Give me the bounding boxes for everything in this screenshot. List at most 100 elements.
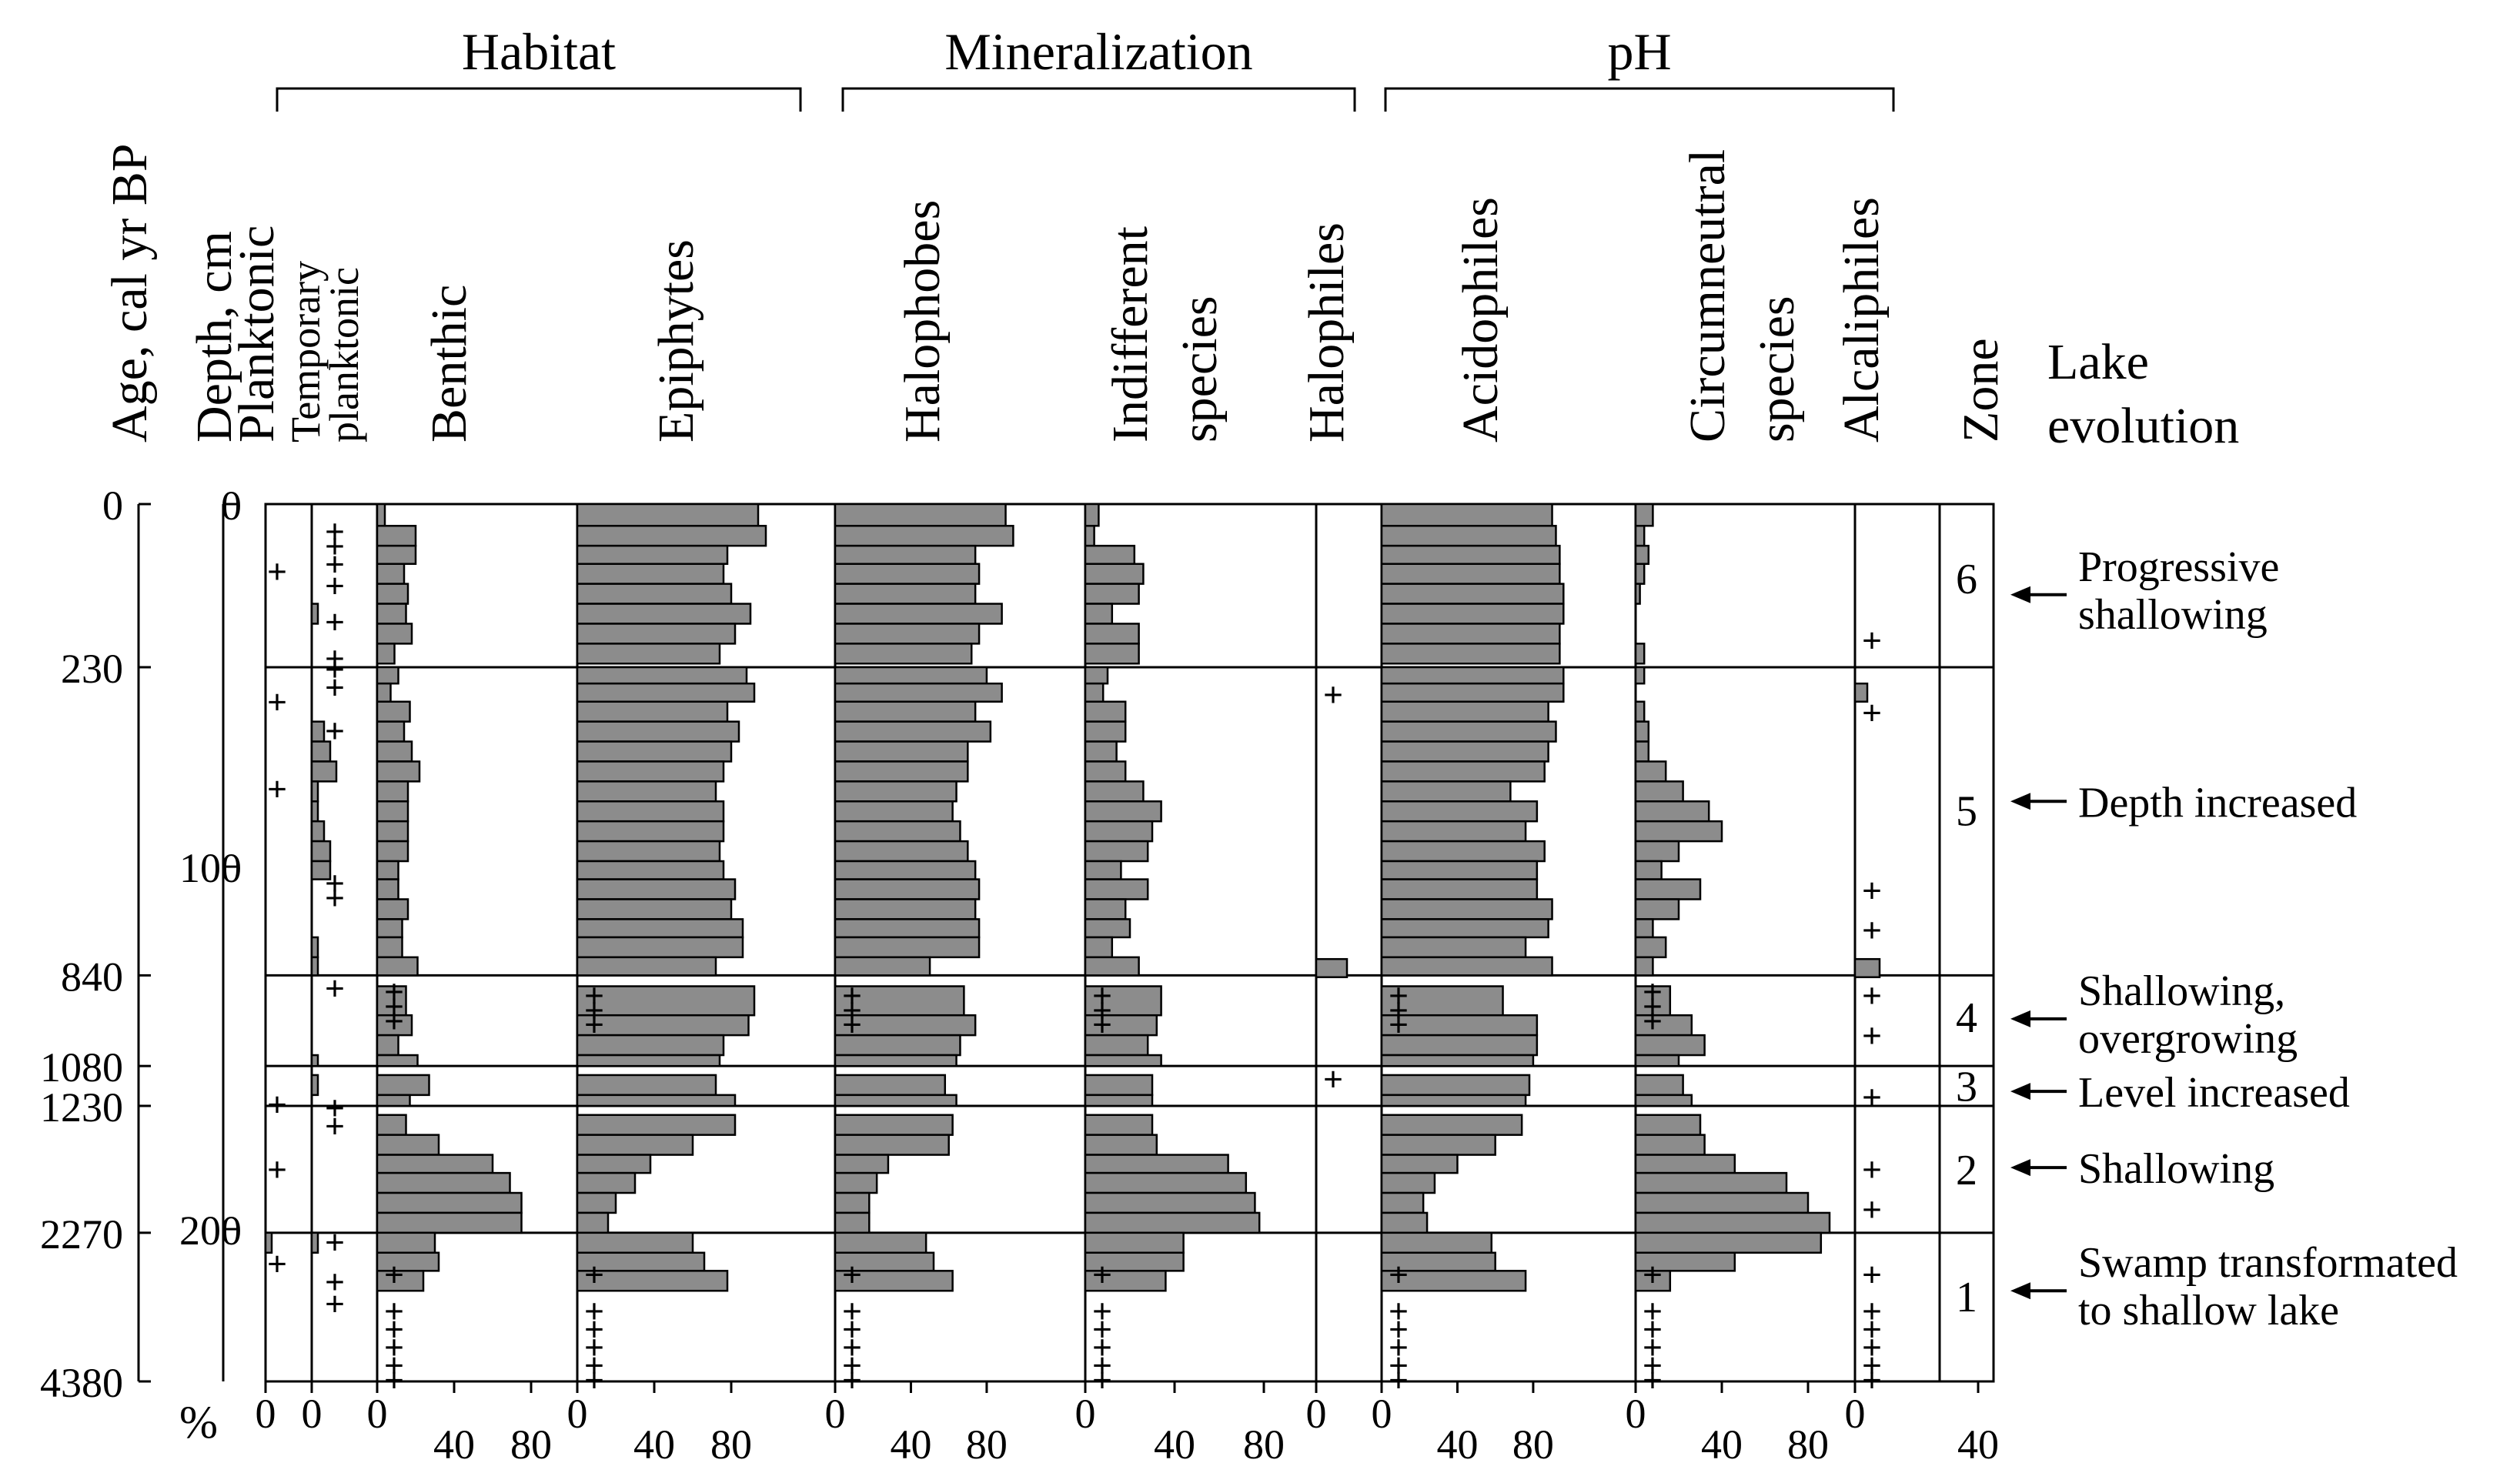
trace-marker-halophobes: + [842,1291,862,1331]
bar-circumneutral [1634,878,1702,900]
percent-tick-label: 0 [567,1391,588,1437]
trace-marker-circumneutral: + [1643,972,1663,1011]
trace-marker-alcaliphiles: + [1862,1016,1882,1055]
bar-benthic [376,583,409,605]
trace-marker-halophiles: + [1323,1059,1343,1098]
percent-tick-label: 0 [1372,1391,1392,1437]
bar-benthic [376,800,409,823]
column-header-alcaliphiles: Alcaliphiles [1833,197,1890,443]
bar-halophobes [834,956,931,977]
lake-evolution-event: Progressive shallowing [2078,543,2279,639]
percent-tick-label: 0 [1845,1391,1866,1437]
bar-temporary_planktonic [310,820,326,843]
bar-circumneutral [1634,1134,1706,1156]
percent-tick-label: 80 [510,1421,552,1468]
zone-arrow-head [2010,1083,2030,1101]
trace-marker-circumneutral: + [1643,1345,1663,1384]
bar-alcaliphiles [1853,957,1881,979]
trace-marker-planktonic: + [267,552,287,591]
trace-marker-alcaliphiles: + [1862,1309,1882,1348]
trace-marker-indifferent: + [1092,1005,1112,1044]
group-title: Mineralization [944,22,1252,81]
percent-tick-label: 0 [367,1391,388,1437]
percent-tick-label: 0 [1306,1391,1327,1437]
bar-benthic [376,936,403,959]
bar-circumneutral [1634,583,1641,605]
bar-benthic [376,1270,425,1292]
bar-halophobes [834,878,981,900]
trace-marker-temporary_planktonic: + [325,1262,345,1301]
bar-halophobes [834,740,969,763]
bar-halophobes [834,1134,950,1156]
trace-marker-halophobes: + [842,1360,862,1399]
bar-epiphytes [576,1094,737,1107]
trace-marker-temporary_planktonic: + [325,526,345,566]
bar-benthic [376,666,399,685]
bar-acidophiles [1380,1014,1539,1037]
trace-marker-indifferent: + [1092,1345,1112,1384]
bar-acidophiles [1380,1171,1436,1194]
trace-marker-temporary_planktonic: + [325,512,345,551]
column-header-acidophiles: Acidophiles [1452,197,1509,443]
zone-arrow-head [2010,586,2030,603]
depth-tick-label: 0 [221,483,242,529]
bar-benthic [376,1211,523,1234]
trace-marker-acidophiles: + [1389,1328,1409,1367]
bar-halophobes [834,503,1007,527]
bar-indifferent [1084,583,1140,605]
trace-marker-acidophiles: + [1389,1309,1409,1348]
bar-halophobes [834,700,977,723]
trace-marker-temporary_planktonic: + [325,1107,345,1146]
age-tick-label: 1080 [40,1044,123,1091]
bar-indifferent [1084,603,1114,625]
trace-marker-temporary_planktonic: + [325,603,345,642]
bar-indifferent [1084,985,1162,1017]
bar-benthic [376,918,403,939]
percent-tick-label: 80 [1787,1421,1829,1468]
bar-indifferent [1084,1074,1154,1097]
trace-marker-circumneutral: + [1643,1360,1663,1399]
bar-benthic [376,1094,411,1107]
bar-indifferent [1084,1094,1154,1107]
trace-marker-alcaliphiles: + [1862,870,1882,910]
age-tick-label: 230 [61,646,123,692]
bar-benthic [376,603,407,625]
bar-circumneutral [1634,544,1650,565]
bar-circumneutral [1634,1094,1693,1107]
bar-benthic [376,1054,419,1067]
column-header-halophobes: Halophobes [894,200,951,443]
bar-halophobes [834,1211,871,1234]
trace-marker-alcaliphiles: + [1862,693,1882,733]
trace-marker-epiphytes: + [584,1345,604,1384]
age-tick-label: 840 [61,954,123,1000]
bar-epiphytes [576,878,737,900]
bar-acidophiles [1380,898,1553,920]
group-title: pH [1607,22,1671,81]
bar-indifferent [1084,936,1114,959]
bar-circumneutral [1634,525,1646,547]
bar-epiphytes [576,740,733,763]
trace-marker-epiphytes: + [584,1291,604,1331]
trace-marker-planktonic: + [267,1150,287,1189]
bar-benthic [376,1074,430,1097]
zone-label: 5 [1956,788,1977,836]
bar-acidophiles [1380,544,1561,565]
zone-arrow-head [2010,793,2030,810]
bar-acidophiles [1380,700,1549,723]
bar-circumneutral [1634,1034,1706,1057]
bar-halophiles [1315,957,1349,979]
trace-marker-epiphytes: + [584,976,604,1015]
bar-temporary_planktonic [310,840,332,863]
bar-halophobes [834,1074,947,1097]
trace-marker-circumneutral: + [1643,1001,1663,1040]
age-tick-label: 2270 [40,1211,123,1258]
bar-circumneutral [1634,1211,1831,1234]
trace-marker-alcaliphiles: + [1862,1291,1882,1331]
lake-evolution-title-line1: Lake [2047,334,2149,390]
column-header-planktonic: Planktonic [229,225,285,443]
percent-tick-label: 80 [966,1421,1008,1468]
trace-marker-benthic: + [384,1360,404,1399]
bar-indifferent [1084,840,1149,863]
trace-marker-planktonic: + [267,1244,287,1284]
trace-marker-planktonic: + [267,769,287,808]
